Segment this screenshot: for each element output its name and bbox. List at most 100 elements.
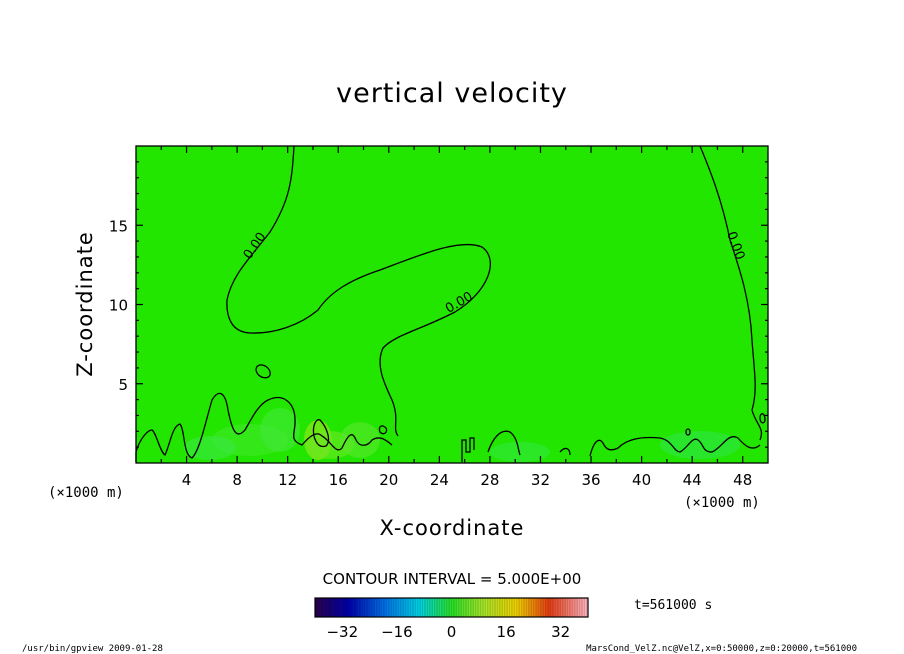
colorbar-cell: [383, 598, 386, 617]
colorbar-cell: [364, 598, 367, 617]
colorbar-cell: [439, 598, 442, 617]
contour-interval-text: CONTOUR INTERVAL = 5.000E+00: [323, 570, 582, 588]
colorbar-cell: [582, 598, 585, 617]
colorbar-cell: [361, 598, 364, 617]
x-axis-unit-left: (×1000 m): [48, 485, 124, 501]
field-patch: [340, 422, 380, 458]
colorbar-cell: [362, 598, 365, 617]
colorbar-cell: [448, 598, 451, 617]
colorbar-cell: [342, 598, 345, 617]
colorbar: [314, 598, 589, 617]
colorbar-cell: [487, 598, 490, 617]
colorbar-cell: [453, 598, 456, 617]
colorbar-cell: [352, 598, 355, 617]
colorbar-cell: [465, 598, 468, 617]
x-tick-label: 12: [278, 471, 297, 489]
colorbar-cell: [367, 598, 370, 617]
colorbar-cell: [483, 598, 486, 617]
colorbar-cell: [431, 598, 434, 617]
colorbar-cell: [400, 598, 403, 617]
colorbar-cell: [555, 598, 558, 617]
colorbar-cell: [379, 598, 382, 617]
colorbar-cell: [412, 598, 415, 617]
zero-contour-line: [461, 430, 761, 462]
x-axis-label: X-coordinate: [380, 516, 525, 540]
colorbar-cell: [466, 598, 469, 617]
colorbar-tick-label: −32: [326, 623, 358, 641]
colorbar-cell: [475, 598, 478, 617]
colorbar-cell: [492, 598, 495, 617]
zero-contour-line: [378, 425, 388, 435]
colorbar-cell: [550, 598, 553, 617]
x-tick-label: 36: [581, 471, 600, 489]
colorbar-cell: [512, 598, 515, 617]
colorbar-cell: [463, 598, 466, 617]
y-axis-label: Z-coordinate: [73, 231, 97, 377]
colorbar-tick-label: 32: [551, 623, 570, 641]
colorbar-cell: [507, 598, 510, 617]
colorbar-cell: [545, 598, 548, 617]
field-patch: [260, 408, 300, 452]
colorbar-cell: [417, 598, 420, 617]
colorbar-cell: [316, 598, 319, 617]
colorbar-cell: [403, 598, 406, 617]
colorbar-tick-label: 0: [447, 623, 457, 641]
colorbar-cell: [518, 598, 521, 617]
colorbar-cell: [326, 598, 329, 617]
zero-contour-lines: [135, 145, 766, 462]
footer-left: /usr/bin/gpview 2009-01-28: [22, 644, 163, 654]
colorbar-cell: [540, 598, 543, 617]
colorbar-cell: [405, 598, 408, 617]
colorbar-cell: [422, 598, 425, 617]
x-tick-label: 32: [531, 471, 550, 489]
colorbar-cell: [547, 598, 550, 617]
colorbar-tick-labels: −32 −16 0 16 32: [326, 623, 570, 641]
colorbar-cell: [468, 598, 471, 617]
colorbar-cell: [494, 598, 497, 617]
colorbar-cell: [552, 598, 555, 617]
y-tick-label: 10: [109, 297, 128, 315]
colorbar-cell: [381, 598, 384, 617]
colorbar-cell: [526, 598, 529, 617]
colorbar-cell: [541, 598, 544, 617]
y-tick-label: 15: [109, 217, 128, 235]
colorbar-cell: [378, 598, 381, 617]
colorbar-cell: [471, 598, 474, 617]
colorbar-cell: [458, 598, 461, 617]
x-tick-label: 8: [232, 471, 242, 489]
colorbar-cell: [369, 598, 372, 617]
colorbar-cell: [536, 598, 539, 617]
colorbar-cell: [359, 598, 362, 617]
colorbar-cell: [584, 598, 587, 617]
x-tick-label: 28: [480, 471, 499, 489]
colorbar-cell: [390, 598, 393, 617]
colorbar-cell: [413, 598, 416, 617]
colorbar-cell: [562, 598, 565, 617]
colorbar-cell: [572, 598, 575, 617]
colorbar-cell: [529, 598, 532, 617]
colorbar-cell: [553, 598, 556, 617]
colorbar-cell: [347, 598, 350, 617]
colorbar-cell: [357, 598, 360, 617]
colorbar-cell: [333, 598, 336, 617]
field-patch: [490, 442, 550, 462]
colorbar-cell: [524, 598, 527, 617]
colorbar-cell: [432, 598, 435, 617]
colorbar-cell: [436, 598, 439, 617]
colorbar-cell: [519, 598, 522, 617]
x-axis-unit-right: (×1000 m): [684, 495, 760, 511]
colorbar-cell: [569, 598, 572, 617]
colorbar-cell: [451, 598, 454, 617]
colorbar-cell: [480, 598, 483, 617]
colorbar-cell: [420, 598, 423, 617]
colorbar-cell: [478, 598, 481, 617]
colorbar-cell: [398, 598, 401, 617]
colorbar-cell: [366, 598, 369, 617]
colorbar-cell: [557, 598, 560, 617]
colorbar-cell: [338, 598, 341, 617]
colorbar-cell: [396, 598, 399, 617]
colorbar-cell: [565, 598, 568, 617]
plot-area: [136, 146, 768, 463]
colorbar-frame: [314, 597, 589, 618]
colorbar-cell: [543, 598, 546, 617]
